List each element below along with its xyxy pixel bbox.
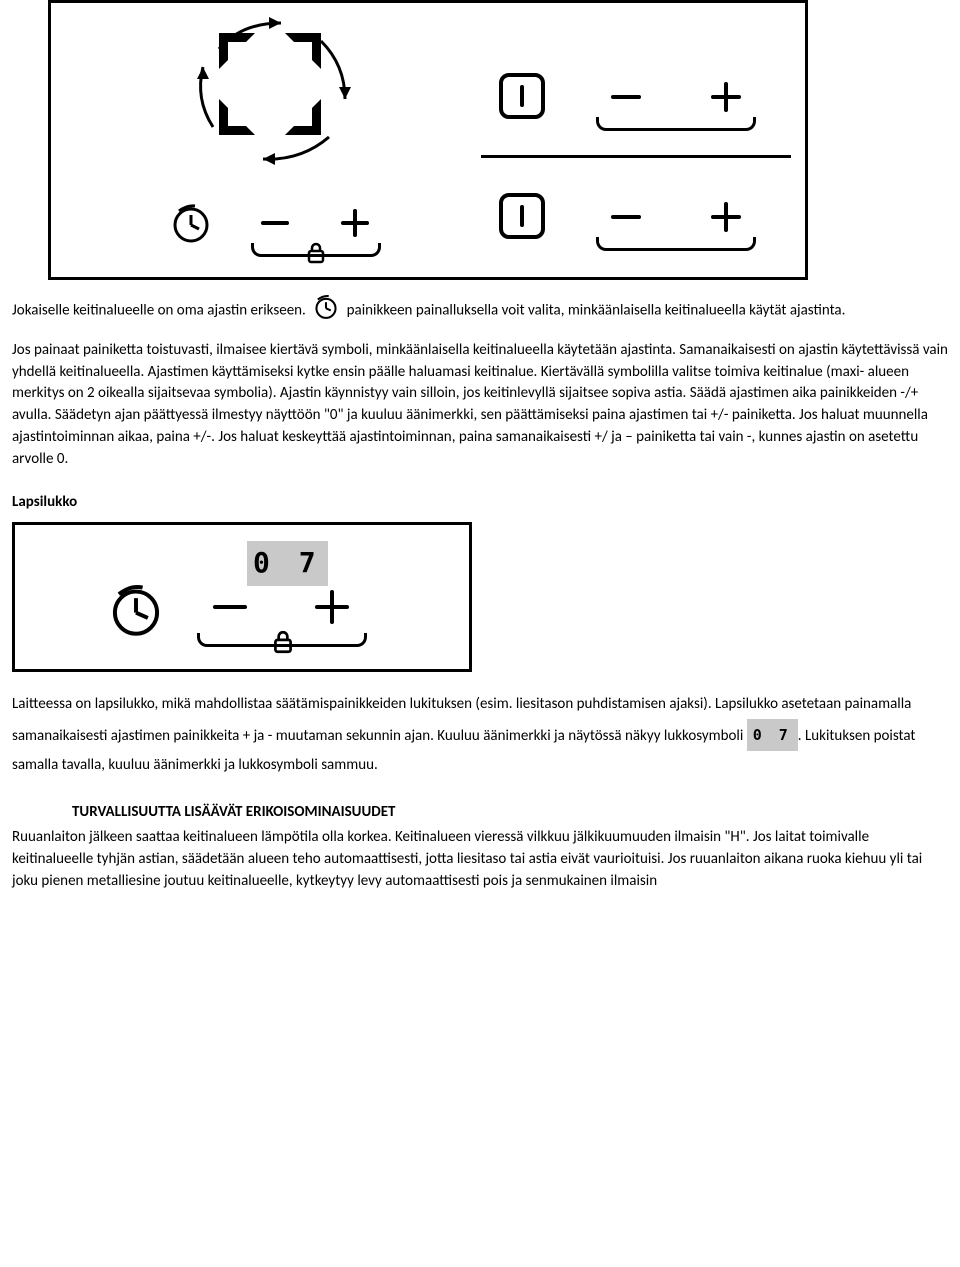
zone1-minus-icon — [611, 95, 641, 99]
timer-plus-v-icon — [353, 209, 357, 237]
lock-display-07: 0 7 — [247, 541, 328, 586]
lock-icon — [305, 241, 327, 265]
zone-button-2 — [499, 193, 545, 239]
heading-lapsilukko: Lapsilukko — [12, 492, 948, 514]
zone2-plus-v-icon — [724, 202, 728, 232]
lapsilukko-diagram: 0 7 — [12, 522, 472, 672]
timer-clock-icon — [169, 201, 213, 245]
zone-button-1 — [499, 73, 545, 119]
lock-badge-07: 0 7 — [747, 719, 798, 752]
lock-icon-2 — [271, 629, 295, 655]
lapsilukko-paragraph: Laitteessa on lapsilukko, mikä mahdollis… — [12, 690, 948, 780]
cooktop-controls-diagram — [48, 0, 808, 280]
timer-clock-icon-2 — [107, 581, 165, 639]
zone2-under-bracket — [596, 237, 756, 251]
panel-divider — [481, 155, 791, 158]
heading-turvallisuus: TURVALLISUUTTA LISÄÄVÄT ERIKOISOMINAISUU… — [72, 802, 948, 824]
intro-paragraph: Jokaiselle keitinalueelle on oma ajastin… — [12, 292, 948, 330]
body-paragraph-1: Jos painaat painiketta toistuvasti, ilma… — [12, 340, 948, 471]
zone1-plus-v-icon — [724, 82, 728, 112]
timer-minus-icon — [261, 221, 289, 225]
rotation-arrows-icon — [181, 9, 361, 169]
zone2-minus-icon — [611, 215, 641, 219]
lock-minus-icon — [213, 605, 247, 609]
intro-text-2: painikkeen painalluksella voit valita, m… — [347, 301, 846, 319]
intro-text-1: Jokaiselle keitinalueelle on oma ajastin… — [12, 301, 306, 319]
lock-plus-v-icon — [330, 590, 334, 624]
turva-paragraph: Ruuanlaiton jälkeen saattaa keitinalueen… — [12, 827, 948, 892]
inline-clock-icon — [311, 292, 341, 330]
zone1-under-bracket — [596, 117, 756, 131]
